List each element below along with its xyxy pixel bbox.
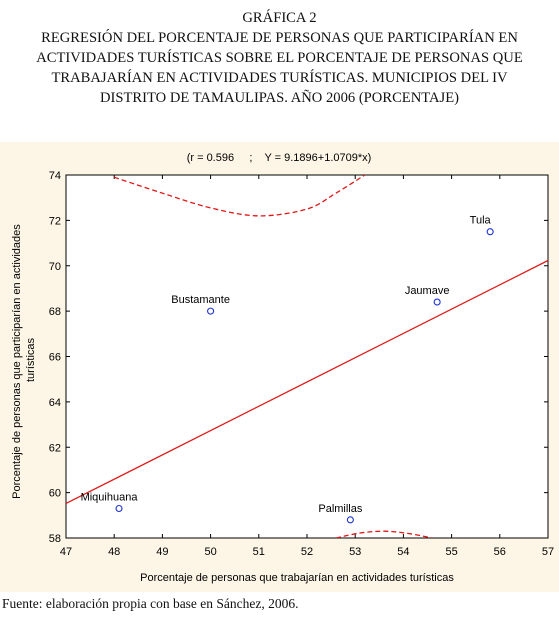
data-point-miquihuana [115, 504, 123, 513]
x-tick-label: 52 [301, 546, 313, 558]
point-label-miquihuana: Miquihuana [81, 492, 139, 504]
figure-caption: GRÁFICA 2 REGRESIÓN DEL PORCENTAJE DE PE… [0, 8, 559, 108]
x-tick-label: 53 [349, 546, 361, 558]
x-tick-label: 57 [542, 546, 554, 558]
y-tick-label: 70 [49, 261, 61, 273]
x-tick-label: 56 [494, 546, 506, 558]
data-point-jaumave [433, 298, 441, 306]
y-tick-label: 72 [49, 215, 61, 227]
title-line-4: DISTRITO DE TAMAULIPAS. AÑO 2006 (PORCEN… [99, 90, 459, 106]
y-tick-label: 68 [49, 306, 61, 318]
y-tick-label: 58 [49, 533, 61, 545]
y-tick-label: 62 [49, 442, 61, 454]
title-line-2: ACTIVIDADES TURÍSTICAS SOBRE EL PORCENTA… [36, 50, 523, 66]
regression-line [66, 259, 548, 505]
x-tick-label: 55 [445, 546, 457, 558]
y-tick-label: 74 [49, 170, 61, 182]
title-line-3: TRABAJARÍAN EN ACTIVIDADES TURÍSTICAS. M… [51, 70, 508, 86]
point-label-tula: Tula [470, 215, 492, 227]
title-line-1: REGRESIÓN DEL PORCENTAJE DE PERSONAS QUE… [41, 30, 518, 46]
y-tick-label: 60 [49, 488, 61, 500]
y-axis: 58 60 62 64 66 68 70 72 74 [49, 170, 548, 545]
data-point-tula [486, 228, 494, 236]
x-axis-label: Porcentaje de personas que trabajarían e… [140, 572, 454, 584]
y-axis-label: Porcentaje de personas que participarían… [11, 221, 37, 499]
y-axis-label-line-1: Porcentaje de personas que participarían… [11, 224, 23, 499]
y-tick-label: 64 [49, 397, 61, 409]
y-tick-label: 66 [49, 352, 61, 364]
chart-subtitle: (r = 0.596 ; Y = 9.1896+1.0709*x) [187, 152, 372, 164]
x-tick-label: 54 [397, 546, 409, 558]
x-tick-label: 49 [156, 546, 168, 558]
x-tick-label: 47 [60, 546, 72, 558]
data-point-palmillas [346, 516, 354, 524]
point-label-palmillas: Palmillas [318, 503, 363, 515]
point-label-jaumave: Jaumave [405, 285, 450, 297]
x-tick-label: 50 [204, 546, 216, 558]
x-tick-label: 51 [253, 546, 265, 558]
source-note: Fuente: elaboración propia con base en S… [2, 596, 299, 611]
figure-label: GRÁFICA 2 [242, 10, 317, 26]
data-point-bustamante [207, 307, 215, 315]
x-axis: 47 48 49 50 51 52 53 54 55 56 57 [60, 175, 554, 558]
confidence-band-lower [335, 530, 433, 538]
x-tick-label: 48 [108, 546, 120, 558]
data-points: Tula Jaumave Bustamante Miquihuana Palmillas [81, 215, 494, 524]
point-label-bustamante: Bustamante [171, 294, 230, 306]
confidence-band-upper [113, 175, 366, 217]
y-axis-label-line-2: turísticas [25, 337, 37, 382]
plot-area [65, 174, 549, 539]
